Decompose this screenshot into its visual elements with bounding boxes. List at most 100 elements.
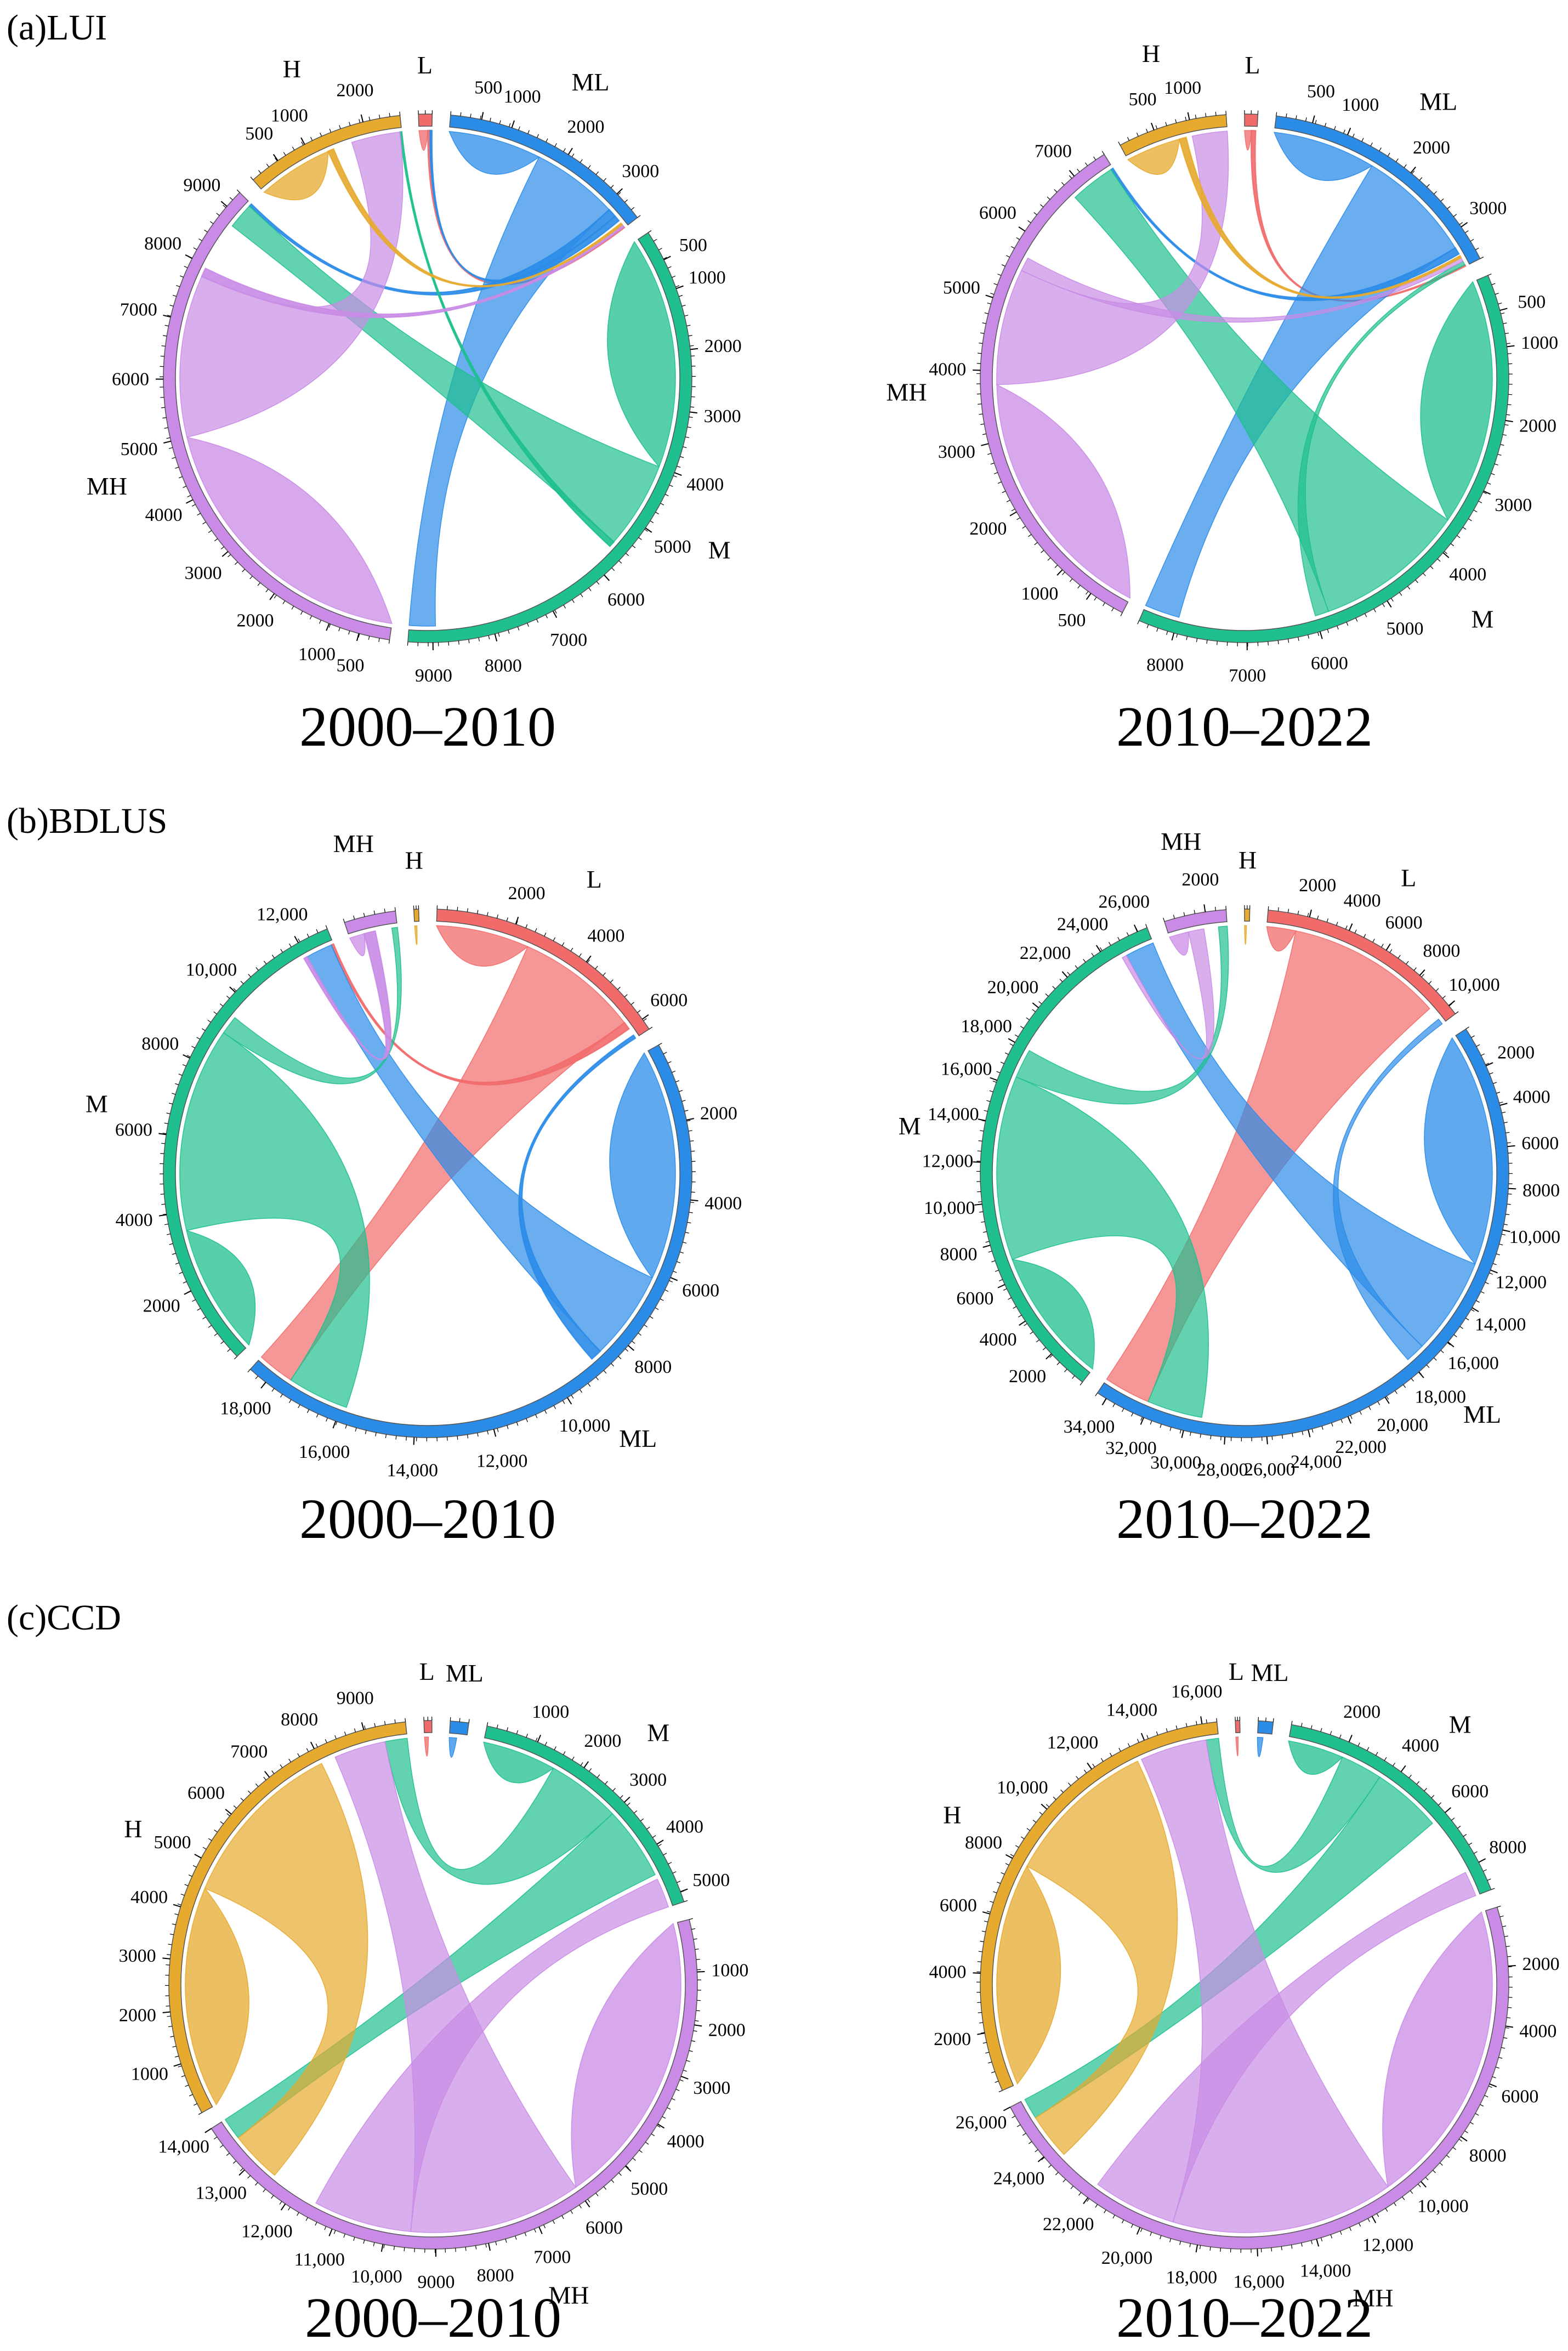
ribbon-H-ML xyxy=(327,148,623,288)
minor-tick xyxy=(658,1844,662,1847)
tick-label: 5000 xyxy=(692,1870,730,1890)
minor-tick xyxy=(990,1901,994,1903)
ring-segment-H xyxy=(1120,114,1228,157)
minor-tick xyxy=(174,2055,179,2058)
ring-segment-L xyxy=(436,908,650,1037)
tick-label: 26,000 xyxy=(1098,892,1150,912)
minor-tick xyxy=(620,1795,623,1798)
minor-tick xyxy=(1331,1422,1333,1427)
ring-segment-ML xyxy=(449,115,638,226)
minor-tick xyxy=(160,1194,164,1195)
minor-tick xyxy=(1480,257,1484,259)
tick-label: 24,000 xyxy=(1291,1452,1342,1472)
tick-mark xyxy=(1257,2248,1258,2257)
minor-tick xyxy=(288,2207,291,2211)
tick-mark xyxy=(1309,909,1312,918)
minor-tick xyxy=(226,2153,230,2156)
tick-label: 20,000 xyxy=(1377,1415,1429,1435)
minor-tick xyxy=(571,1395,574,1399)
minor-tick xyxy=(345,1424,347,1429)
minor-tick xyxy=(1056,1361,1060,1365)
tick-mark xyxy=(1061,971,1068,978)
category-label-H: H xyxy=(1142,39,1160,67)
minor-tick xyxy=(1047,196,1050,200)
minor-tick xyxy=(1268,641,1269,646)
minor-tick xyxy=(1381,944,1384,947)
minor-tick xyxy=(1375,1752,1378,1756)
ribbon-H-H xyxy=(1244,925,1247,945)
minor-tick xyxy=(1060,1789,1064,1793)
minor-tick xyxy=(1382,603,1385,607)
minor-tick xyxy=(1508,1152,1512,1154)
minor-tick xyxy=(1307,913,1309,917)
minor-tick xyxy=(690,1140,694,1142)
minor-tick xyxy=(1384,1757,1387,1761)
minor-tick xyxy=(240,1798,244,1801)
minor-tick xyxy=(223,205,226,208)
minor-tick xyxy=(1418,2184,1421,2188)
minor-tick xyxy=(316,1413,319,1418)
minor-tick xyxy=(644,1324,648,1327)
section-label-lui: (a)LUI xyxy=(7,8,107,48)
tick-label: 10,000 xyxy=(186,959,237,980)
minor-tick xyxy=(1021,229,1025,232)
ribbons xyxy=(185,1736,681,2233)
minor-tick xyxy=(1315,120,1317,124)
tick-label: 10,000 xyxy=(924,1198,975,1218)
minor-tick xyxy=(1411,171,1415,174)
tick-label: 10,000 xyxy=(351,2267,402,2287)
minor-tick xyxy=(213,1011,217,1015)
minor-tick xyxy=(638,537,642,540)
tick-mark xyxy=(1046,1353,1052,1360)
minor-tick xyxy=(1311,2240,1313,2245)
minor-tick xyxy=(1402,1384,1406,1388)
minor-tick xyxy=(663,1052,667,1054)
tick-mark xyxy=(264,1770,270,1778)
minor-tick xyxy=(588,165,591,169)
minor-tick xyxy=(686,325,691,327)
tick-mark xyxy=(645,527,652,533)
minor-tick xyxy=(1146,624,1149,628)
minor-tick xyxy=(580,593,583,598)
minor-tick xyxy=(233,988,237,991)
minor-tick xyxy=(986,1911,991,1913)
tick-label: 5000 xyxy=(154,1832,191,1853)
minor-tick xyxy=(1340,1419,1343,1423)
minor-tick xyxy=(1387,152,1390,157)
minor-tick xyxy=(1458,2139,1463,2142)
ribbon-MH-H xyxy=(334,1741,577,2233)
minor-tick xyxy=(587,1383,591,1387)
minor-tick xyxy=(236,189,240,193)
minor-tick xyxy=(1072,1375,1075,1379)
minor-tick xyxy=(990,293,995,295)
minor-tick xyxy=(618,2172,622,2176)
minor-tick xyxy=(1468,1842,1473,1845)
minor-tick xyxy=(1483,1869,1487,1872)
minor-tick xyxy=(1185,116,1187,121)
ribbon-MH-M xyxy=(303,930,392,1060)
minor-tick xyxy=(1160,2235,1162,2240)
minor-tick xyxy=(389,112,390,117)
minor-tick xyxy=(515,2235,517,2240)
minor-tick xyxy=(480,115,481,120)
minor-tick xyxy=(611,2179,615,2183)
minor-tick xyxy=(982,2042,987,2044)
minor-tick xyxy=(1506,414,1510,416)
minor-tick xyxy=(1112,1403,1115,1407)
minor-tick xyxy=(1451,1818,1455,1821)
ribbon-MH-MH xyxy=(1168,931,1189,956)
tick-mark xyxy=(584,2200,590,2208)
tick-label: 8000 xyxy=(281,1710,318,1730)
category-label-L: L xyxy=(587,865,602,893)
minor-tick xyxy=(1095,1393,1098,1396)
minor-tick xyxy=(1034,542,1038,546)
minor-tick xyxy=(172,1253,176,1255)
minor-tick xyxy=(544,932,547,936)
minor-tick xyxy=(671,2098,675,2100)
minor-tick xyxy=(1485,1063,1490,1065)
minor-tick xyxy=(1220,1436,1222,1441)
minor-tick xyxy=(1427,184,1430,188)
minor-tick xyxy=(686,1120,691,1122)
minor-tick xyxy=(536,134,539,138)
